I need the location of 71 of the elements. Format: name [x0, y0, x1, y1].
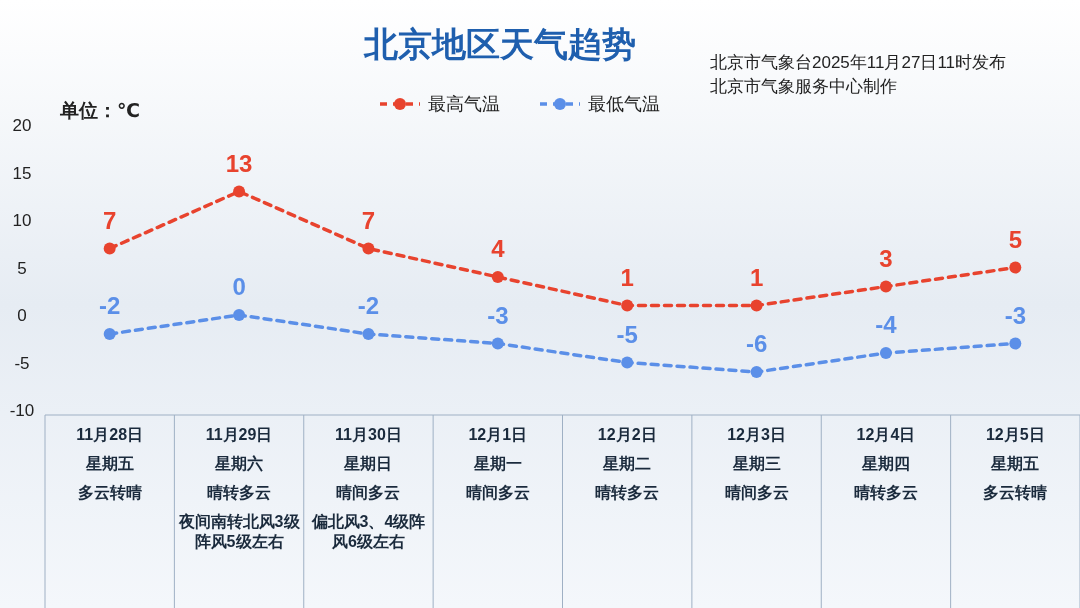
x-tick-label: 11月29日	[205, 426, 273, 443]
note: 星期三	[732, 455, 781, 472]
x-tick-label: 11月30日	[335, 426, 402, 443]
data-label: -3	[487, 301, 509, 329]
y-tick-label: -10	[9, 401, 35, 420]
x-tick-label: 12月3日	[727, 426, 786, 443]
note: 晴转多云	[595, 484, 660, 501]
point	[879, 347, 892, 359]
note: 星期四	[861, 455, 910, 472]
y-tick-label: 10	[12, 211, 32, 230]
data-label: 1	[749, 263, 764, 291]
note: 星期一	[473, 455, 522, 472]
note: 晴间多云	[336, 484, 401, 501]
point	[103, 242, 116, 255]
note: 星期五	[991, 455, 1040, 472]
point	[103, 328, 116, 340]
note: 晴间多云	[724, 484, 789, 501]
note: 星期二	[603, 455, 652, 472]
data-label: 13	[225, 149, 253, 177]
note: 星期五	[85, 455, 134, 472]
data-label: -2	[99, 292, 121, 319]
data-label: 1	[620, 263, 634, 291]
note: 星期日	[344, 455, 393, 472]
y-tick-label: 0	[17, 306, 27, 325]
x-tick-label: 12月1日	[468, 426, 528, 443]
point	[491, 271, 504, 283]
text: 北京市气象服务中心制作	[710, 77, 897, 96]
y-tick-label: -5	[14, 353, 30, 373]
data-label: -6	[745, 330, 768, 357]
point	[1009, 337, 1022, 350]
point	[750, 299, 763, 312]
point	[362, 328, 375, 340]
point	[621, 299, 634, 312]
x-tick-label: 12月4日	[856, 426, 916, 443]
x-tick-label: 12月5日	[985, 426, 1045, 443]
x-tick-label: 12月2日	[597, 426, 657, 443]
y-tick-label: 5	[17, 258, 27, 278]
note: 夜间南转北风3级阵风5级左右	[178, 513, 300, 550]
note: 晴转多云	[207, 484, 272, 501]
chart-title: 北京地区天气趋势	[363, 25, 636, 63]
y-tick-label: 20	[12, 116, 32, 135]
point	[233, 309, 246, 321]
data-label: -4	[875, 311, 898, 338]
point	[621, 356, 634, 369]
legend-label: 最低气温	[588, 94, 660, 114]
data-label: 4	[491, 235, 506, 262]
point	[233, 185, 246, 198]
text: 北京市气象台2025年11月27日11时发布	[710, 53, 1007, 72]
note: 多云转晴	[77, 484, 142, 501]
x-tick-label: 11月28日	[76, 426, 144, 443]
note: 星期六	[215, 455, 264, 472]
data-label: 5	[1008, 225, 1022, 253]
data-label: -3	[1004, 301, 1026, 329]
note: 晴转多云	[853, 484, 918, 501]
data-label: 7	[103, 206, 117, 234]
data-label: 3	[879, 244, 893, 272]
point	[362, 242, 375, 255]
data-label: 7	[361, 206, 376, 234]
data-label: -5	[616, 320, 638, 348]
y-tick-label: 15	[12, 163, 32, 183]
point	[879, 280, 892, 293]
y-axis-title: 单位：℃	[59, 100, 141, 121]
data-label: 0	[232, 273, 246, 300]
data-label: -2	[357, 292, 380, 319]
note: 偏北风3、4级阵风6级左右	[311, 513, 426, 550]
point	[491, 337, 504, 350]
legend-label: 最高气温	[428, 94, 500, 114]
note: 多云转晴	[983, 484, 1048, 501]
point	[750, 366, 763, 378]
note: 晴间多云	[465, 484, 530, 501]
point	[1009, 261, 1022, 274]
